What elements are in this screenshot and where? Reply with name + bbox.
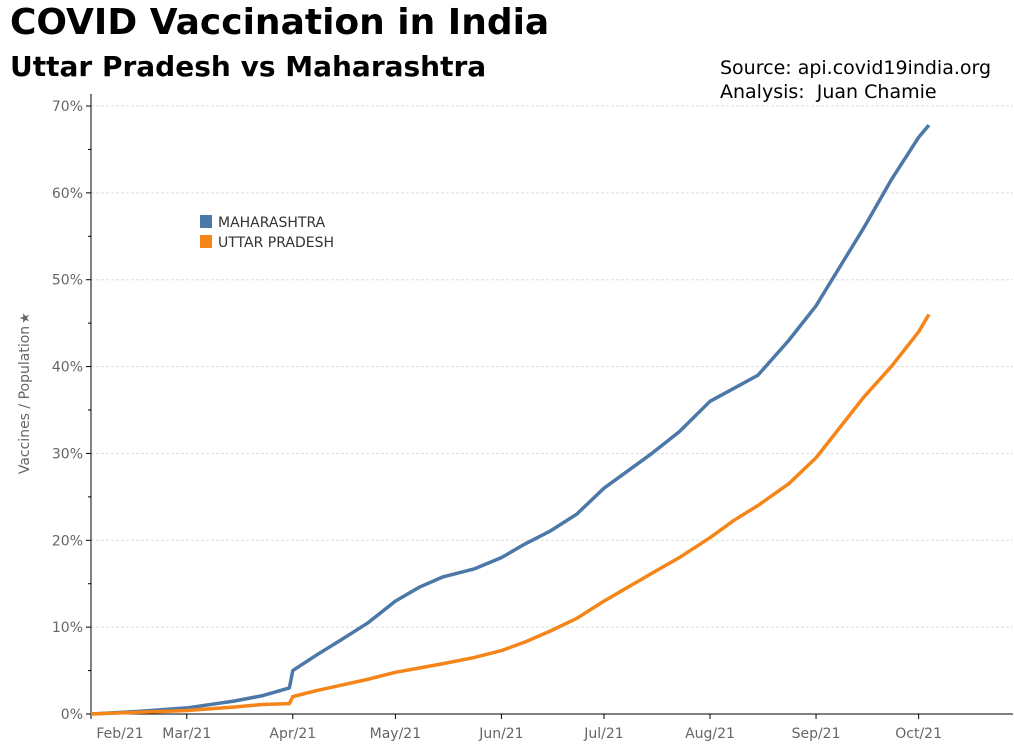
x-tick-label: Apr/21	[269, 726, 316, 742]
y-tick-label: 70%	[52, 99, 83, 115]
legend-swatch	[200, 235, 212, 248]
y-tick-label: 0%	[61, 707, 83, 723]
chart-subtitle: Uttar Pradesh vs Maharashtra	[10, 50, 487, 83]
x-tick-label: May/21	[370, 726, 421, 742]
y-tick-label: 20%	[52, 533, 83, 549]
legend-label: MAHARASHTRA	[218, 215, 326, 231]
pin-icon: ★	[18, 312, 33, 324]
x-tick-label: Mar/21	[162, 726, 211, 742]
legend-label: UTTAR PRADESH	[218, 235, 334, 251]
x-tick-label: Sep/21	[792, 726, 841, 742]
x-tick-label: Feb/21	[96, 726, 143, 742]
y-tick-label: 10%	[52, 620, 83, 636]
y-tick-label: 30%	[52, 446, 83, 462]
chart-title: COVID Vaccination in India	[10, 2, 550, 43]
source-line: Source: api.covid19india.org	[720, 57, 992, 79]
y-axis-label: Vaccines / Population	[17, 326, 33, 474]
x-tick-label: Jul/21	[583, 726, 623, 742]
x-tick-label: Oct/21	[895, 726, 942, 742]
legend-swatch	[200, 215, 212, 228]
x-tick-label: Jun/21	[478, 726, 523, 742]
series-line-maharashtra	[90, 123, 931, 716]
series-line-uttar-pradesh	[90, 313, 931, 716]
y-tick-label: 60%	[52, 186, 83, 202]
y-tick-label: 50%	[52, 273, 83, 289]
analysis-line: Analysis: Juan Chamie	[720, 81, 937, 103]
y-tick-label: 40%	[52, 360, 83, 376]
x-tick-label: Aug/21	[685, 726, 735, 742]
source-annotation: Source: api.covid19india.org Analysis: Ju…	[720, 56, 991, 104]
